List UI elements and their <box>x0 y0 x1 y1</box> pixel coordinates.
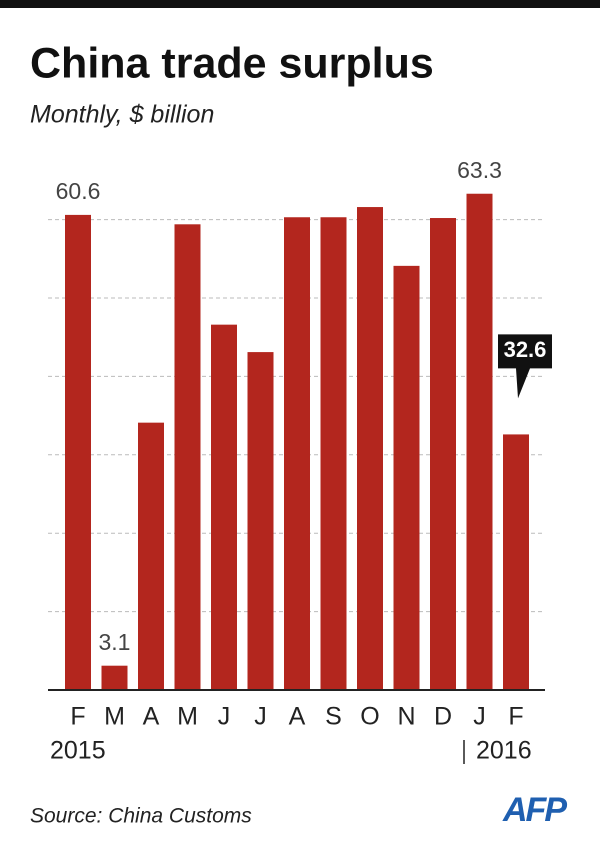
year-label: 2016 <box>476 737 532 765</box>
bar <box>65 214 91 690</box>
chart-subtitle: Monthly, $ billion <box>30 101 214 129</box>
bar <box>247 352 274 690</box>
year-label: 2015 <box>50 737 106 765</box>
value-label: 60.6 <box>56 178 101 204</box>
chart-title: China trade surplus <box>30 39 434 87</box>
x-tick-label: A <box>143 703 160 731</box>
bar <box>138 422 164 690</box>
value-label: 63.3 <box>457 157 502 183</box>
x-tick-label: M <box>177 703 198 731</box>
source: Source: China Customs <box>30 805 252 828</box>
x-tick-label: D <box>434 703 452 731</box>
bar <box>174 224 201 690</box>
x-tick-label: N <box>397 703 415 731</box>
logo: AFP <box>502 791 567 829</box>
value-label: 32.6 <box>504 337 547 362</box>
value-label: 3.1 <box>99 629 131 655</box>
bar <box>466 193 493 690</box>
bar <box>430 218 456 691</box>
x-tick-label: S <box>325 703 342 731</box>
x-tick-label: J <box>473 703 486 731</box>
bar <box>393 265 420 690</box>
x-tick-label: J <box>218 703 231 731</box>
bar <box>284 217 310 691</box>
x-tick-label: O <box>360 703 379 731</box>
bar <box>211 324 237 690</box>
x-tick-label: M <box>104 703 125 731</box>
callout-box <box>498 334 552 399</box>
x-tick-label: J <box>254 703 267 731</box>
top-rule <box>0 0 600 8</box>
bar <box>101 665 128 690</box>
bar <box>320 217 347 691</box>
x-tick-label: F <box>70 703 85 731</box>
x-tick-label: A <box>289 703 306 731</box>
bar <box>503 434 529 690</box>
bar <box>357 207 383 690</box>
x-tick-label: F <box>508 703 523 731</box>
